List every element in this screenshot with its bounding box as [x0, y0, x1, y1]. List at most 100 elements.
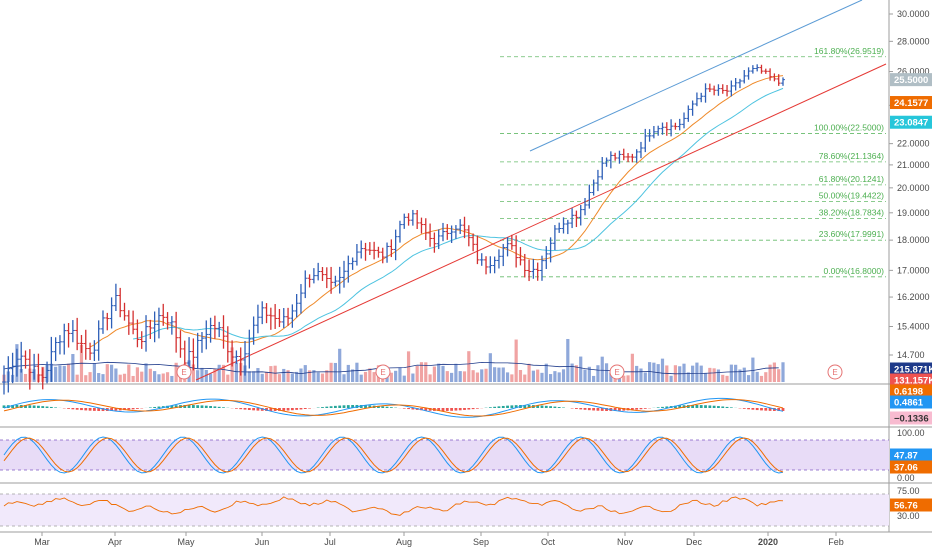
- macd-histogram-bar: [278, 408, 281, 411]
- macd-histogram-bar: [54, 407, 58, 408]
- earnings-marker-label: E: [614, 368, 619, 377]
- fib-level-label: 161.80%(26.9519): [814, 46, 884, 56]
- support-trend-line[interactable]: [195, 63, 887, 381]
- volume-bar: [505, 372, 510, 382]
- volume-bar: [359, 374, 363, 382]
- macd-histogram-bar: [463, 408, 466, 410]
- stoch-d-line: [3, 437, 784, 473]
- macd-histogram-bar: [747, 408, 750, 410]
- trend-lines[interactable]: [195, 0, 887, 381]
- macd-histogram-bar: [321, 407, 324, 408]
- volume-bar: [695, 362, 699, 382]
- volume-bar: [329, 362, 333, 382]
- macd-histogram-bar: [148, 407, 152, 408]
- volume-bar: [165, 372, 170, 382]
- macd-histogram-bar: [635, 408, 639, 410]
- rsi-pane: 75.00 30.00: [0, 486, 920, 527]
- macd-histogram-bar: [605, 408, 608, 411]
- earnings-marker[interactable]: [827, 364, 843, 380]
- macd-histogram-bar: [777, 408, 781, 412]
- volume-bar: [273, 365, 277, 382]
- volume-bar: [630, 353, 634, 382]
- volume-bar: [213, 368, 217, 382]
- volume-bar: [574, 365, 579, 382]
- macd-histogram-bar: [674, 405, 677, 408]
- macd-histogram-bar: [510, 405, 514, 408]
- macd-signal-line: [3, 399, 784, 417]
- price-tick-label: 16.2000: [897, 292, 930, 302]
- macd-histogram-bar: [407, 408, 410, 410]
- volume-bar: [127, 364, 131, 382]
- macd-histogram-bar: [389, 407, 393, 408]
- volume-bar: [450, 372, 454, 382]
- volume-ma-line: [3, 361, 779, 375]
- volume-bar: [501, 367, 505, 382]
- volume-bar: [252, 371, 256, 382]
- macd-histogram-bar: [549, 406, 552, 408]
- macd-histogram-bar: [295, 408, 299, 410]
- volume-bar: [88, 372, 92, 382]
- volume-bar: [781, 362, 785, 382]
- time-tick-label: 2020: [758, 537, 778, 547]
- macd-histogram-bar: [583, 408, 587, 410]
- macd-histogram-bar: [450, 408, 454, 411]
- macd-histogram-bar: [24, 405, 27, 408]
- price-tick-label: 18.0000: [897, 235, 930, 245]
- volume-bar: [372, 372, 376, 382]
- fib-level-label: 38.20%(18.7834): [819, 208, 884, 218]
- volume-bar: [712, 368, 716, 382]
- macd-hist-badge: [890, 411, 932, 425]
- volume-bar: [19, 368, 23, 382]
- volume-bar: [316, 372, 320, 382]
- volume-bar: [596, 365, 600, 382]
- volume-bar: [553, 371, 557, 382]
- volume-bar: [148, 368, 152, 382]
- macd-histogram-bar: [196, 405, 200, 408]
- macd-histogram-bar: [157, 406, 161, 408]
- macd-histogram-bar: [656, 407, 660, 408]
- volume-bar: [768, 364, 772, 382]
- earnings-marker[interactable]: [375, 364, 391, 380]
- macd-histogram-bar: [153, 406, 157, 408]
- time-axis[interactable]: Mar Apr May Jun Jul Aug Sep Oct Nov Dec 2020 Feb: [34, 532, 844, 547]
- volume-bar: [312, 370, 316, 382]
- macd-histogram-bar: [618, 408, 621, 411]
- macd-histogram-bar: [385, 406, 389, 408]
- volume-bar: [716, 369, 721, 382]
- time-tick-label: Sep: [473, 537, 489, 547]
- macd-histogram-bar: [420, 408, 423, 411]
- volume-bar: [320, 373, 325, 382]
- macd-histogram-bar: [755, 408, 759, 411]
- volume-bar: [738, 369, 742, 382]
- macd-histogram-bar: [191, 405, 195, 408]
- volume-bar: [604, 363, 609, 382]
- macd-histogram-bar: [523, 404, 527, 408]
- earnings-marker-label: E: [380, 368, 385, 377]
- volume-bar: [432, 366, 436, 382]
- macd-histogram-bar: [665, 406, 669, 408]
- volume-bar: [355, 362, 359, 382]
- stoch-tick-label: 0.00: [897, 473, 915, 483]
- time-tick-label: Dec: [686, 537, 703, 547]
- upper-channel-line[interactable]: [529, 0, 863, 152]
- price-tick-label: 20.0000: [897, 183, 930, 193]
- volume-bar: [570, 363, 574, 382]
- earnings-marker[interactable]: [176, 364, 192, 380]
- price-tick-label: 15.4000: [897, 321, 930, 331]
- earnings-marker[interactable]: [609, 364, 625, 380]
- fibonacci-retracement[interactable]: 161.80%(26.9519) 100.00%(22.5000) 78.60%(2…: [500, 46, 886, 278]
- volume-bar: [764, 372, 768, 382]
- volume-bar: [277, 374, 282, 382]
- volume-bar: [746, 375, 751, 382]
- volume-bar: [389, 372, 393, 382]
- time-tick-label: Mar: [34, 537, 50, 547]
- time-tick-label: Feb: [828, 537, 844, 547]
- volume-ma-badge: [890, 373, 932, 387]
- volume-bar: [725, 375, 729, 382]
- volume-bar: [656, 364, 660, 382]
- volume-bar: [497, 367, 501, 382]
- macd-histogram-bar: [97, 408, 101, 411]
- macd-histogram-bar: [527, 405, 531, 408]
